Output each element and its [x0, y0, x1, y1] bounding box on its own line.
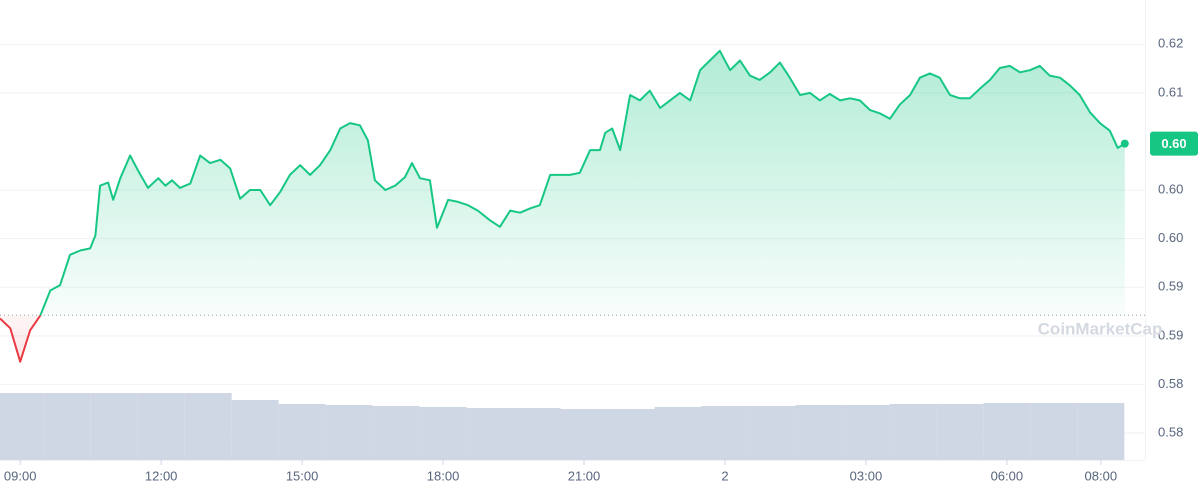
y-tick-label: 0.58 [1158, 424, 1183, 439]
x-tick-label: 09:00 [4, 468, 37, 483]
price-line [0, 49, 1126, 363]
volume-bar [0, 393, 44, 460]
volume-bar [748, 406, 796, 460]
volume-bar [466, 408, 514, 460]
volume-bar [1030, 403, 1078, 460]
x-tick-label: 15:00 [286, 468, 319, 483]
volume-bar [607, 409, 655, 460]
y-tick-label: 0.60 [1158, 230, 1183, 245]
y-tick-label: 0.62 [1158, 36, 1183, 51]
volume-bar [654, 407, 702, 460]
x-tick-label: 08:00 [1085, 468, 1118, 483]
volume-bar [419, 407, 467, 460]
y-tick-label: 0.59 [1158, 279, 1183, 294]
volume-bar [278, 404, 326, 460]
volume-bar [842, 405, 890, 460]
volume-bar [325, 405, 373, 460]
volume-bar [90, 393, 138, 460]
price-tag-bg [1150, 131, 1198, 156]
volume-bar [513, 408, 561, 460]
x-tick-label: 06:00 [991, 468, 1024, 483]
x-tick-label: 18:00 [427, 468, 460, 483]
volume-bar [983, 403, 1031, 460]
y-tick-label: 0.58 [1158, 376, 1183, 391]
volume-bar [231, 400, 279, 460]
y-tick-label: 0.59 [1158, 327, 1183, 342]
volume-bar [889, 404, 937, 460]
price-tag: 0.60 [1161, 136, 1186, 151]
x-tick-label: 21:00 [568, 468, 601, 483]
volume-bar [43, 393, 91, 460]
volume-bars [0, 393, 1125, 460]
price-area [0, 50, 1125, 362]
volume-bar [137, 393, 185, 460]
volume-bar [701, 406, 749, 460]
y-tick-label: 0.61 [1158, 84, 1183, 99]
volume-bar [795, 405, 843, 460]
x-tick-label: 03:00 [850, 468, 883, 483]
volume-bar [936, 404, 984, 460]
volume-bar [184, 393, 232, 460]
watermark: CoinMarketCap [1038, 319, 1163, 338]
x-tick-label: 2 [721, 468, 728, 483]
volume-bar [1077, 403, 1125, 460]
last-point [1120, 139, 1129, 148]
x-tick-label: 12:00 [145, 468, 178, 483]
volume-bar [560, 409, 608, 460]
volume-bar [372, 406, 420, 460]
y-tick-label: 0.60 [1158, 181, 1183, 196]
